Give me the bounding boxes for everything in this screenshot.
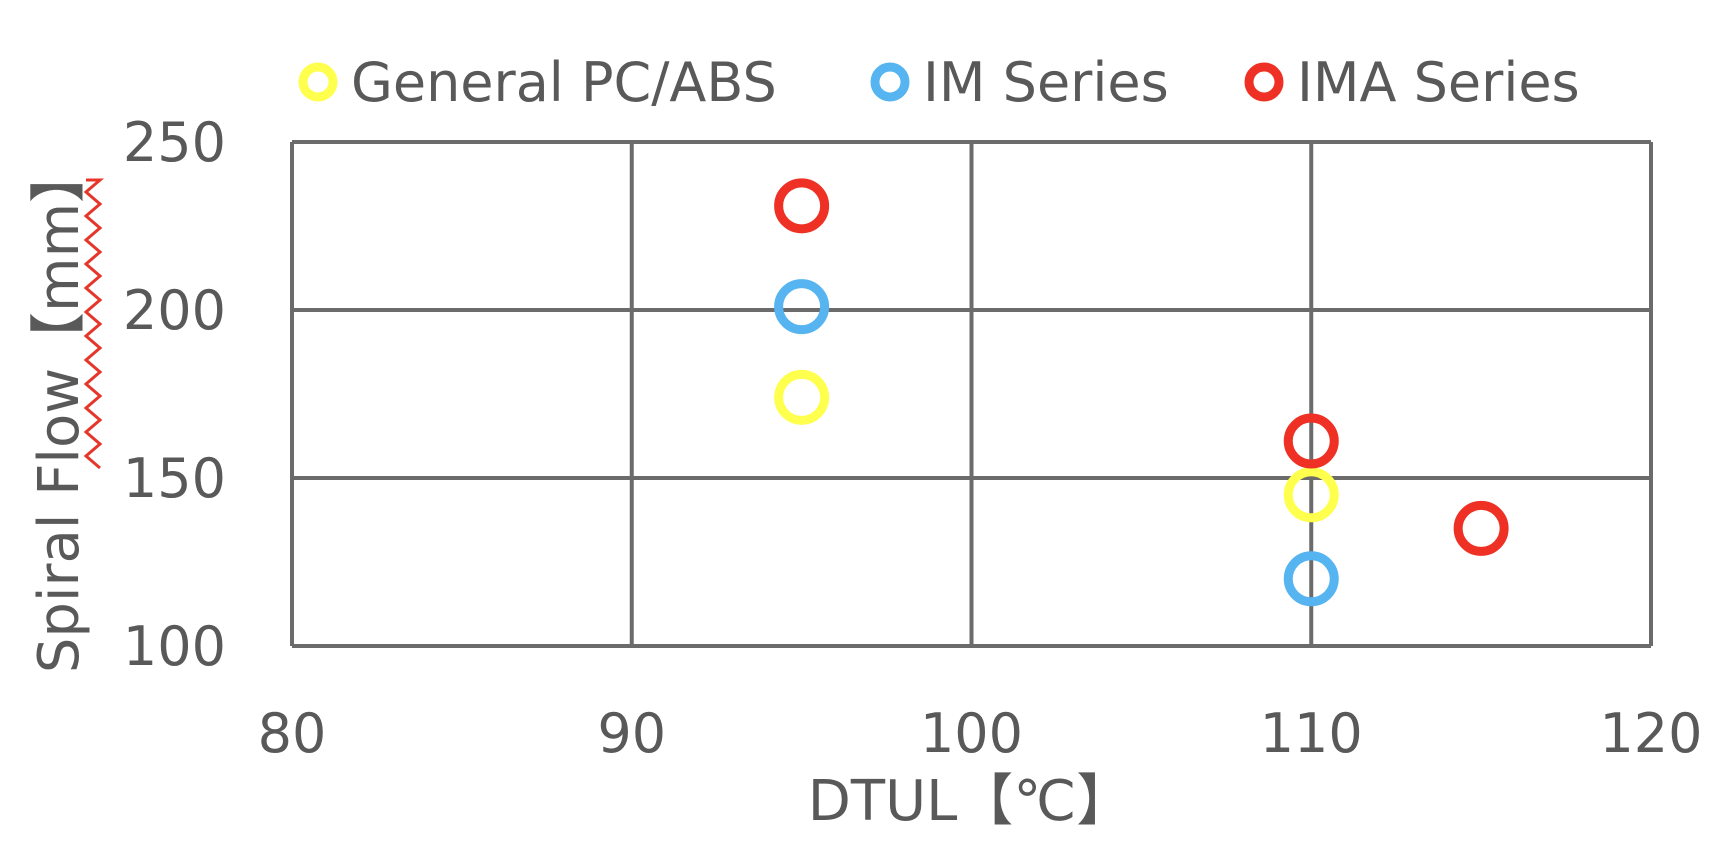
x-tick-label: 80 — [258, 702, 327, 765]
data-point — [1283, 467, 1339, 523]
data-point — [774, 369, 830, 425]
legend: General PC/ABS IM Series IMA Series — [298, 51, 1580, 114]
legend-item: IMA Series — [1244, 51, 1580, 114]
x-tick-label: 100 — [920, 702, 1023, 765]
y-tick-label: 100 — [123, 615, 226, 678]
x-tick-label: 110 — [1260, 702, 1363, 765]
x-tick-label: 120 — [1599, 702, 1702, 765]
legend-label: General PC/ABS — [351, 51, 777, 114]
legend-label: IMA Series — [1297, 51, 1580, 114]
data-point — [774, 279, 830, 335]
plot-grid — [290, 140, 1653, 648]
data-point — [774, 178, 830, 234]
data-point — [1283, 551, 1339, 607]
legend-marker — [1244, 62, 1284, 102]
y-tick-label: 250 — [123, 111, 226, 174]
legend-item: General PC/ABS — [298, 51, 777, 114]
data-point — [1453, 500, 1509, 556]
x-tick-label: 90 — [597, 702, 666, 765]
legend-label: IM Series — [923, 51, 1169, 114]
data-point — [1283, 413, 1339, 469]
y-tick-label: 200 — [123, 279, 226, 342]
spellcheck-squiggle — [83, 178, 105, 470]
legend-marker — [870, 62, 910, 102]
y-axis-title: Spiral Flow【mm】 — [27, 147, 92, 673]
x-axis-title: DTUL【℃】 — [808, 769, 1132, 834]
tick-labels: 80 90 100 110 120 100 150 200 250 — [123, 111, 1703, 765]
y-tick-label: 150 — [123, 447, 226, 510]
data-points — [774, 178, 1509, 607]
y-axis-title-group: Spiral Flow【mm】 — [27, 147, 105, 673]
legend-item: IM Series — [870, 51, 1169, 114]
legend-marker — [298, 62, 338, 102]
